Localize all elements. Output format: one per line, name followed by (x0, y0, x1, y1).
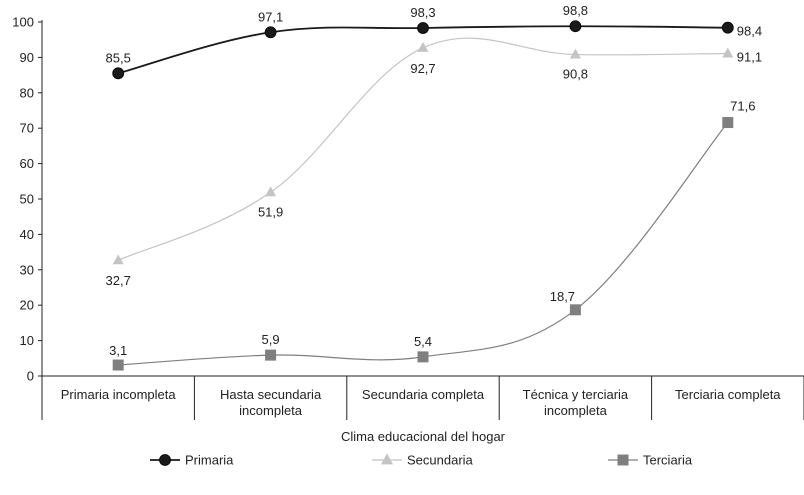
x-tick-label: Primaria incompleta (61, 387, 177, 402)
data-label-terciaria: 5,9 (262, 332, 280, 347)
data-point-secundaria (265, 186, 277, 197)
x-tick-label-line: Secundaria completa (362, 387, 485, 402)
y-tick-label: 30 (20, 262, 34, 277)
data-label-primaria: 97,1 (258, 9, 283, 24)
series-primaria (112, 20, 734, 80)
x-tick-label-line: incompleta (239, 403, 303, 418)
y-tick-label: 70 (20, 121, 34, 136)
data-point-primaria (721, 21, 734, 34)
legend-marker (617, 454, 629, 466)
data-point-primaria (417, 22, 429, 34)
data-label-terciaria: 3,1 (109, 343, 127, 358)
legend-label: Terciaria (643, 453, 693, 468)
data-point-primaria (569, 20, 582, 33)
y-tick-label: 40 (20, 227, 34, 242)
legend-item-secundaria: Secundaria (372, 453, 474, 468)
legend-marker (159, 454, 171, 466)
data-point-secundaria (112, 254, 124, 265)
axes: 0 10 20 30 40 50 60 70 80 90 100 Primaria incomplet… (12, 15, 804, 420)
data-label-secundaria: 51,9 (258, 204, 283, 219)
legend-label: Primaria (185, 453, 234, 468)
data-label-primaria: 98,4 (737, 24, 762, 39)
data-label-secundaria: 92,7 (410, 61, 435, 76)
data-point-terciaria (417, 351, 429, 363)
data-label-secundaria: 90,8 (563, 67, 588, 82)
data-label-terciaria: 5,4 (414, 334, 432, 349)
data-label-primaria: 85,5 (106, 50, 131, 65)
data-point-primaria (264, 26, 277, 39)
data-point-terciaria (569, 304, 581, 316)
series-secundaria (112, 37, 734, 265)
y-tick-label: 80 (20, 85, 34, 100)
legend-label: Secundaria (407, 453, 474, 468)
x-tick-label-line: Terciaria completa (675, 387, 781, 402)
y-tick-label: 50 (20, 192, 34, 207)
series-line-terciaria (118, 122, 729, 366)
data-point-secundaria (417, 41, 429, 52)
data-point-terciaria (265, 349, 277, 361)
y-tick-label: 90 (20, 50, 34, 65)
data-label-primaria: 98,3 (410, 5, 435, 20)
series-terciaria (112, 117, 734, 371)
legend-item-primaria: Primaria (150, 453, 234, 468)
data-label-secundaria: 91,1 (737, 50, 762, 65)
series-group (112, 20, 734, 371)
data-point-secundaria (722, 47, 734, 58)
data-label-secundaria: 32,7 (106, 273, 131, 288)
data-label-terciaria: 18,7 (550, 289, 575, 304)
x-axis-title: Clima educacional del hogar (341, 429, 506, 444)
x-tick-label: Técnica y terciaria incompleta (523, 387, 629, 418)
data-label-terciaria: 71,6 (730, 99, 755, 114)
data-point-terciaria (112, 359, 124, 371)
legend-marker (380, 453, 394, 465)
data-point-secundaria (569, 48, 581, 59)
y-tick-label: 10 (20, 333, 34, 348)
y-tick-label: 20 (20, 298, 34, 313)
data-point-primaria (112, 67, 125, 80)
data-point-terciaria (722, 117, 734, 129)
data-labels: 32,7 51,9 92,7 90,8 91,1 3,1 5,9 5,4 18,7 71,6 85,… (106, 3, 763, 358)
x-tick-label: Hasta secundaria incompleta (220, 387, 322, 418)
legend-item-terciaria: Terciaria (608, 453, 693, 468)
x-tick-label-line: Técnica y terciaria (523, 387, 629, 402)
y-tick-label: 0 (27, 369, 34, 384)
x-tick-label: Terciaria completa (675, 387, 781, 402)
data-label-primaria: 98,8 (563, 3, 588, 18)
legend: Primaria Secundaria Terciaria (150, 453, 693, 468)
y-tick-label: 60 (20, 156, 34, 171)
x-tick-label-line: Primaria incompleta (61, 387, 177, 402)
x-tick-label-line: incompleta (544, 403, 608, 418)
y-tick-label: 100 (12, 15, 34, 30)
x-tick-label: Secundaria completa (362, 387, 485, 402)
series-line-secundaria (117, 37, 728, 261)
x-tick-label-line: Hasta secundaria (220, 387, 322, 402)
